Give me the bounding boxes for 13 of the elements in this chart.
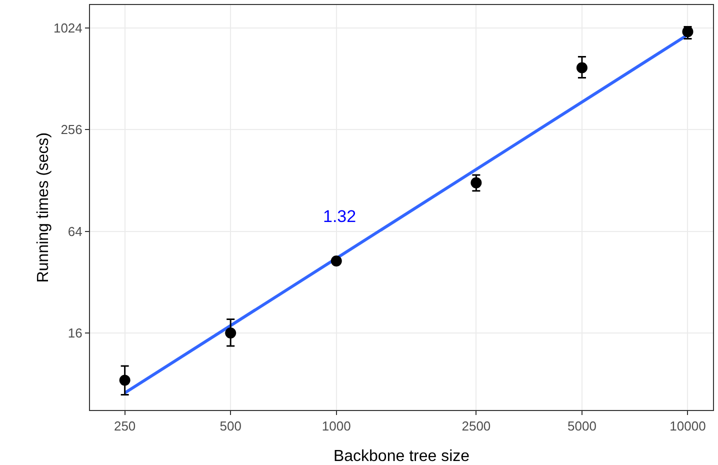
x-tick-label: 500 [220,418,242,434]
x-tick-label: 1000 [322,418,351,434]
y-tick-label: 64 [68,224,82,239]
x-tick-label: 5000 [568,418,596,434]
y-axis-title: Running times (secs) [35,132,52,283]
y-tick-label: 256 [60,122,82,138]
x-tick-label: 10000 [670,418,706,434]
y-tick-label: 16 [68,326,82,341]
annotation: 1.32 [323,207,356,226]
x-tick-label: 2500 [462,418,491,434]
x-tick-label: 250 [114,418,136,434]
x-axis-title: Backbone tree size [333,448,470,465]
y-tick-label: 1024 [53,20,82,36]
